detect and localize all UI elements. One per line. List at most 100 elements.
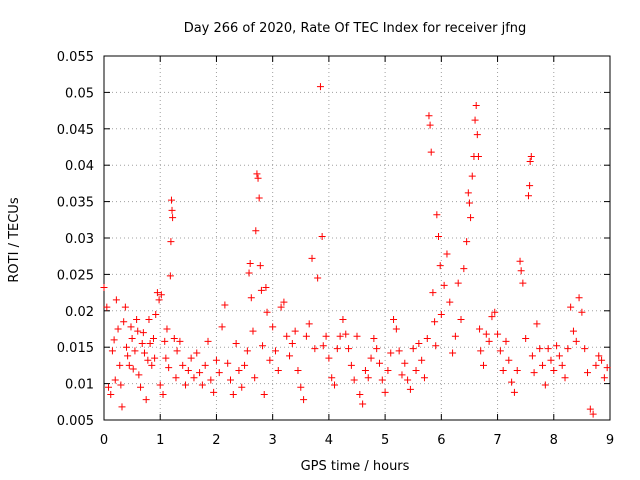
data-point <box>339 316 347 324</box>
data-point <box>526 182 534 190</box>
data-point <box>140 349 148 357</box>
data-point <box>426 121 434 129</box>
data-point <box>316 83 324 91</box>
data-point <box>425 112 433 120</box>
x-tick-label: 7 <box>493 433 501 448</box>
data-point <box>308 254 316 262</box>
data-point <box>131 347 139 355</box>
data-point <box>409 345 417 353</box>
data-point <box>157 291 165 299</box>
data-point <box>262 284 270 292</box>
y-tick-label: 0.02 <box>65 305 94 320</box>
data-point <box>257 286 265 294</box>
data-point <box>522 334 530 342</box>
data-point <box>184 366 192 374</box>
data-point <box>235 366 243 374</box>
data-point <box>370 334 378 342</box>
data-point <box>129 365 137 373</box>
data-point <box>464 189 472 197</box>
data-point <box>255 194 263 202</box>
x-tick-label: 6 <box>437 433 445 448</box>
data-point <box>286 352 294 360</box>
data-point <box>165 364 173 372</box>
data-point <box>328 374 336 382</box>
data-point <box>266 356 274 364</box>
data-point <box>561 374 569 382</box>
data-point <box>201 361 209 369</box>
data-point <box>440 281 448 289</box>
grid-lines <box>104 56 610 420</box>
data-point <box>476 325 484 333</box>
data-point <box>387 349 395 357</box>
data-point <box>567 303 575 311</box>
data-point <box>252 227 260 235</box>
data-point <box>146 340 154 348</box>
data-point <box>539 361 547 369</box>
data-point <box>204 337 212 345</box>
data-point <box>516 257 524 265</box>
chart-title: Day 266 of 2020, Rate Of TEC Index for r… <box>184 21 527 36</box>
data-point <box>256 262 264 270</box>
data-point <box>488 313 496 321</box>
data-point <box>575 294 583 302</box>
data-point <box>482 330 490 338</box>
data-point <box>302 332 310 340</box>
data-point <box>378 376 386 384</box>
x-tick-labels: 0 1 2 3 4 5 6 7 8 9 <box>100 433 614 448</box>
data-point <box>443 250 451 258</box>
data-point <box>305 320 313 328</box>
data-point <box>550 366 558 374</box>
data-point <box>319 342 327 350</box>
data-point <box>477 347 485 355</box>
data-point <box>325 354 333 362</box>
data-point <box>432 342 440 350</box>
data-point <box>125 361 133 369</box>
data-point <box>429 289 437 297</box>
data-point <box>558 361 566 369</box>
data-point <box>353 332 361 340</box>
data-point <box>168 206 176 214</box>
data-point <box>350 376 358 384</box>
data-point <box>390 316 398 324</box>
data-point <box>288 340 296 348</box>
data-point <box>598 356 606 364</box>
data-point <box>104 383 112 391</box>
data-point <box>263 308 271 316</box>
data-point <box>517 267 525 275</box>
data-point <box>134 327 142 335</box>
data-point <box>544 345 552 353</box>
data-point <box>474 152 482 160</box>
data-point <box>415 340 423 348</box>
y-tick-label: 0.01 <box>65 378 94 393</box>
x-tick-label: 8 <box>550 433 558 448</box>
data-point <box>161 337 169 345</box>
data-point <box>116 361 124 369</box>
data-point <box>100 284 108 292</box>
data-point <box>108 347 116 355</box>
data-point <box>569 327 577 335</box>
y-tick-label: 0.045 <box>57 123 94 138</box>
data-point <box>167 238 175 246</box>
data-point <box>345 345 353 353</box>
data-point <box>392 325 400 333</box>
x-tick-label: 3 <box>269 433 277 448</box>
data-point <box>291 327 299 335</box>
data-point <box>172 374 180 382</box>
data-point <box>159 391 167 399</box>
data-point <box>190 374 198 382</box>
data-point <box>463 238 471 246</box>
data-point <box>110 336 118 344</box>
x-tick-label: 1 <box>156 433 164 448</box>
x-tick-label: 0 <box>100 433 108 448</box>
data-point <box>361 366 369 374</box>
data-point <box>603 364 611 372</box>
data-point <box>193 349 201 357</box>
data-point <box>401 359 409 367</box>
data-point <box>121 303 129 311</box>
data-point <box>173 347 181 355</box>
data-point <box>133 316 141 324</box>
y-tick-label: 0.055 <box>57 50 94 65</box>
data-point <box>519 279 527 287</box>
data-point <box>435 233 443 241</box>
